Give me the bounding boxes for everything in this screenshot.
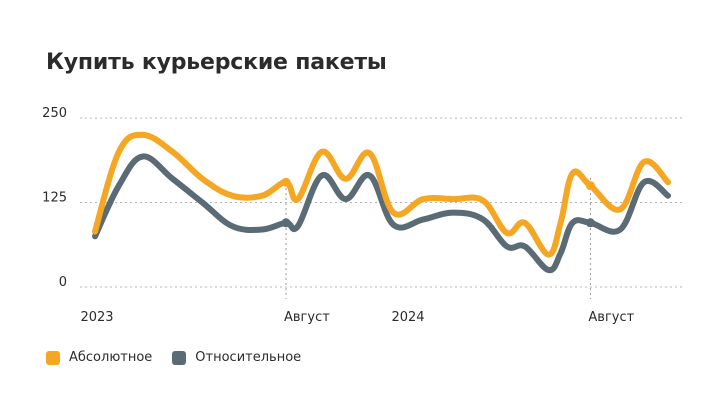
legend-swatch-absolute (46, 350, 60, 365)
data-point-absolute (281, 177, 291, 187)
x-tick-label: 2024 (391, 310, 424, 325)
legend-item-relative[interactable]: Относительное (172, 350, 301, 365)
legend-label-relative: Относительное (195, 350, 302, 365)
x-tick-label: Август (588, 310, 634, 325)
data-point-relative (281, 218, 291, 228)
y-tick-label: 250 (42, 106, 67, 121)
y-tick-label: 125 (42, 191, 67, 206)
legend-swatch-relative (172, 350, 187, 365)
legend: Абсолютное Относительное (46, 350, 321, 365)
series-line-relative (92, 153, 671, 274)
x-tick-label: Август (284, 310, 330, 325)
chart-title: Купить курьерские пакеты (46, 50, 387, 75)
data-point-absolute (585, 181, 595, 191)
data-point-relative (585, 218, 595, 228)
x-tick-label: 2023 (80, 310, 113, 325)
legend-item-absolute[interactable]: Абсолютное (46, 350, 152, 365)
legend-label-absolute: Абсолютное (69, 350, 153, 365)
series-line-absolute (92, 131, 671, 258)
y-tick-label: 0 (59, 275, 67, 290)
